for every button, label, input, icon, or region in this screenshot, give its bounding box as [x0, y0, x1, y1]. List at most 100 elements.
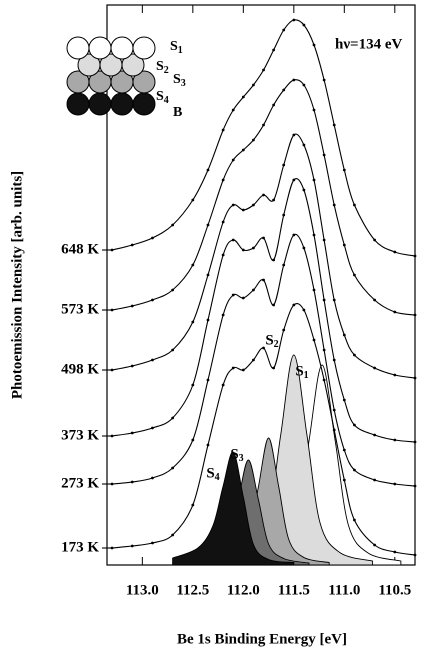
data-point	[151, 477, 154, 480]
series-label: 498 K	[61, 361, 99, 377]
data-point	[393, 551, 396, 554]
data-point	[272, 104, 275, 107]
data-point	[303, 309, 306, 312]
data-point	[292, 234, 295, 237]
series-label: 373 K	[61, 427, 99, 443]
x-tick-label: 110.5	[378, 582, 411, 598]
data-point	[262, 194, 265, 197]
spectrum-fit	[112, 179, 415, 442]
layer-schematic	[67, 37, 155, 115]
component-label: S3	[230, 446, 243, 464]
data-point	[252, 359, 255, 362]
subscript: 4	[215, 472, 220, 483]
schematic-label: B	[173, 105, 182, 120]
data-point	[343, 334, 346, 337]
data-point	[232, 159, 235, 162]
data-point	[323, 154, 326, 157]
data-point	[282, 164, 285, 167]
data-point	[303, 189, 306, 192]
x-tick-label: 112.5	[176, 582, 209, 598]
data-point	[393, 251, 396, 254]
data-point	[191, 439, 194, 442]
data-point	[242, 249, 245, 252]
data-point	[272, 199, 275, 202]
data-point	[242, 96, 245, 99]
data-point	[222, 129, 225, 132]
data-point	[282, 329, 285, 332]
data-point	[323, 299, 326, 302]
data-point	[252, 289, 255, 292]
component-label: S4	[206, 465, 219, 483]
spectrum-fit	[112, 20, 415, 256]
chart: S1 S2 S3 S4 B hν=134 eV Be 1s Binding En…	[0, 0, 422, 657]
data-point	[242, 297, 245, 300]
page: S1 S2 S3 S4 B hν=134 eV Be 1s Binding En…	[0, 0, 422, 657]
data-point	[373, 239, 376, 242]
x-tick-label: 111.0	[328, 582, 360, 598]
subscript: 4	[164, 95, 169, 106]
y-axis-label: Photoemission Intensity [arb. units]	[9, 171, 25, 399]
data-point	[111, 369, 114, 372]
data-point	[262, 279, 265, 282]
data-point	[414, 377, 417, 380]
schematic-label: S3	[173, 72, 186, 89]
subscript: 1	[304, 370, 309, 381]
data-point	[171, 349, 174, 352]
data-point	[303, 84, 306, 87]
data-point	[171, 417, 174, 420]
spectrum-fit	[112, 134, 415, 378]
data-point	[222, 314, 225, 317]
data-point	[171, 289, 174, 292]
data-point	[414, 485, 417, 488]
data-point	[191, 264, 194, 267]
data-point	[313, 179, 316, 182]
data-point	[333, 204, 336, 207]
data-point	[262, 237, 265, 240]
data-point	[333, 429, 336, 432]
data-point	[282, 214, 285, 217]
data-point	[414, 255, 417, 258]
schematic-label: S2	[156, 59, 169, 76]
data-point	[282, 264, 285, 267]
data-point	[151, 359, 154, 362]
data-point	[303, 144, 306, 147]
data-point	[393, 483, 396, 486]
component-label: S2	[265, 332, 278, 350]
data-point	[131, 481, 134, 484]
data-point	[262, 69, 265, 72]
data-point	[323, 349, 326, 352]
subscript: 3	[181, 78, 186, 89]
data-point	[151, 427, 154, 430]
data-point	[252, 139, 255, 142]
data-point	[272, 304, 275, 307]
data-point	[222, 179, 225, 182]
data-point	[151, 542, 154, 545]
data-point	[343, 244, 346, 247]
data-point	[313, 109, 316, 112]
data-point	[191, 199, 194, 202]
data-point	[323, 379, 326, 382]
data-point	[131, 244, 134, 247]
data-point	[207, 169, 210, 172]
data-point	[313, 289, 316, 292]
data-point	[313, 339, 316, 342]
subscript: 3	[239, 453, 244, 464]
data-point	[207, 274, 210, 277]
data-point	[207, 444, 210, 447]
data-point	[333, 124, 336, 127]
data-point	[272, 367, 275, 370]
data-point	[222, 221, 225, 224]
subscript: 1	[178, 45, 183, 56]
data-point	[131, 545, 134, 548]
data-point	[232, 294, 235, 297]
data-point	[333, 299, 336, 302]
data-point	[292, 134, 295, 137]
data-point	[292, 79, 295, 82]
subscript: 2	[164, 65, 169, 76]
data-point	[191, 384, 194, 387]
x-tick-label: 113.0	[126, 582, 159, 598]
data-point	[222, 254, 225, 257]
data-point	[272, 49, 275, 52]
data-point	[282, 89, 285, 92]
x-axis-label: Be 1s Binding Energy [eV]	[177, 631, 347, 647]
